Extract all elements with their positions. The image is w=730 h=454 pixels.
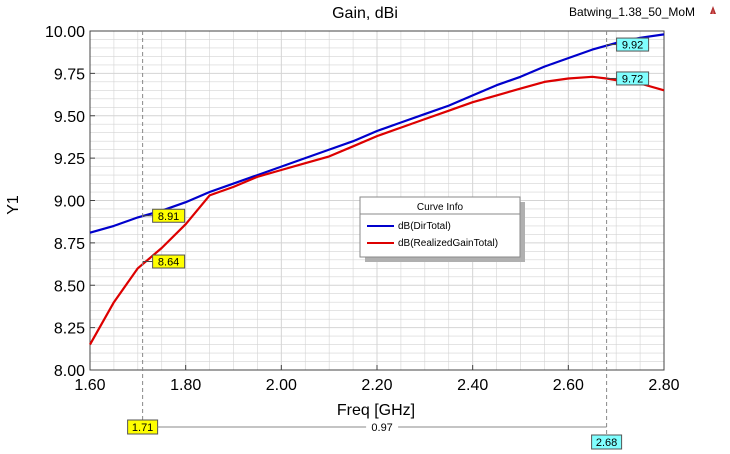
y-tick-label: 10.00 xyxy=(45,24,85,41)
x-axis-label: Freq [GHz] xyxy=(337,402,415,419)
marker-value-box[interactable] xyxy=(152,208,186,223)
marker-x-box[interactable] xyxy=(591,434,623,450)
y-tick-label: 8.00 xyxy=(54,363,85,380)
x-tick-label: 2.80 xyxy=(648,377,679,394)
x-tick-label: 2.00 xyxy=(266,377,297,394)
marker-value-label: 9.92 xyxy=(622,40,643,52)
legend-title: Curve Info xyxy=(417,202,464,213)
marker-value-label: 9.72 xyxy=(622,73,643,85)
legend-entry-dirtotal: dB(DirTotal) xyxy=(398,221,451,232)
marker-x-label: 1.71 xyxy=(132,422,153,434)
x-tick-label: 2.60 xyxy=(553,377,584,394)
marker-value-label: 8.91 xyxy=(158,211,179,223)
design-name: Batwing_1.38_50_MoM xyxy=(569,5,695,19)
x-tick-label: 2.20 xyxy=(361,377,392,394)
markers-layer: 8.91 8.64 1.71 9.92 9.72 2.68 0.97 xyxy=(127,31,650,450)
delta-label: 0.97 xyxy=(371,422,392,434)
y-tick-label: 8.50 xyxy=(54,278,85,295)
y-axis-label: Y1 xyxy=(5,195,22,215)
logo-icon xyxy=(710,6,716,14)
series-line-dirtotal xyxy=(89,33,665,234)
series-layer xyxy=(89,33,665,346)
axes: 1.60 1.80 2.00 2.20 2.40 2.60 2.80 8.00 8.25 8.50… xyxy=(45,24,680,394)
x-tick-label: 1.60 xyxy=(74,377,105,394)
marker-x-label: 2.68 xyxy=(596,437,617,449)
y-tick-label: 9.75 xyxy=(54,66,85,83)
y-tick-label: 9.50 xyxy=(54,109,85,126)
legend[interactable]: Curve Info dB(DirTotal) dB(RealizedGainT… xyxy=(359,196,525,262)
y-tick-label: 9.00 xyxy=(54,194,85,211)
series-line-realizedgain xyxy=(89,75,665,346)
chart-title: Gain, dBi xyxy=(332,5,398,22)
marker-value-box[interactable] xyxy=(616,71,650,86)
y-tick-label: 9.25 xyxy=(54,151,85,168)
delta-label-bg xyxy=(366,419,399,434)
x-tick-label: 1.80 xyxy=(170,377,201,394)
marker-value-label: 8.64 xyxy=(158,257,179,269)
y-tick-label: 8.75 xyxy=(54,236,85,253)
marker-value-box[interactable] xyxy=(152,254,186,269)
x-tick-label: 2.40 xyxy=(457,377,488,394)
legend-entry-realizedgain: dB(RealizedGainTotal) xyxy=(398,238,498,249)
y-tick-label: 8.25 xyxy=(54,321,85,338)
marker-value-box[interactable] xyxy=(616,37,650,52)
